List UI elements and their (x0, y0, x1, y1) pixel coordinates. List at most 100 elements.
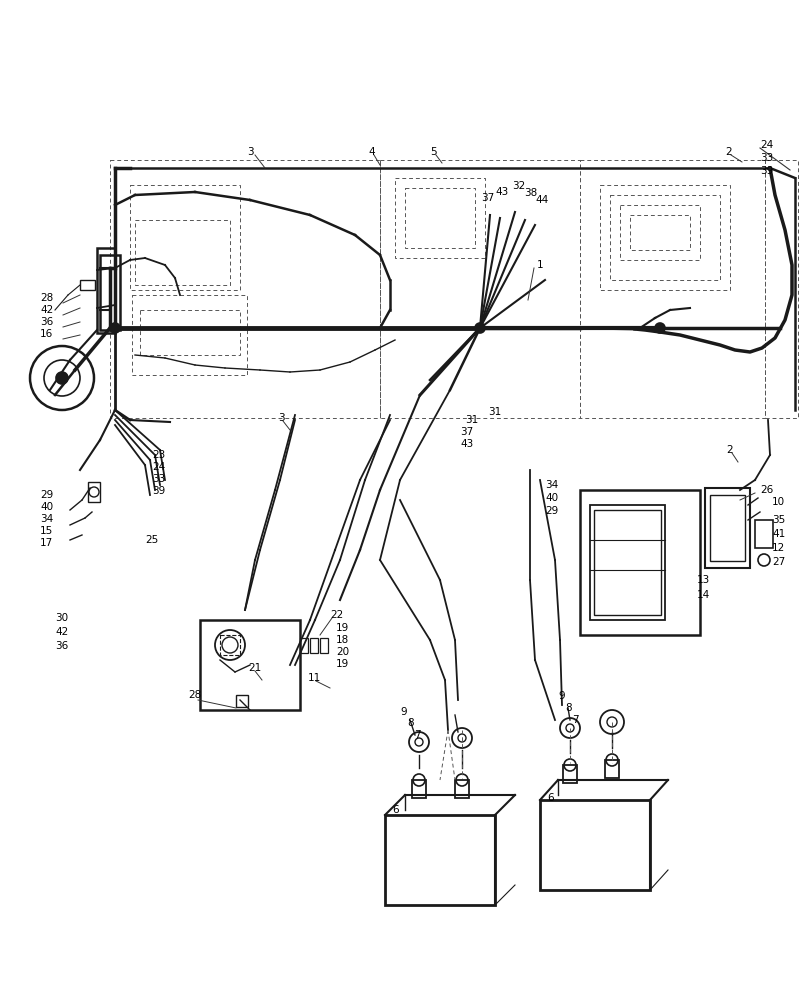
Text: 31: 31 (465, 415, 478, 425)
Bar (764, 160, 797, 418)
Text: 33: 33 (152, 474, 165, 484)
Text: 37: 37 (460, 427, 473, 437)
Bar (620, 205, 699, 260)
Text: 25: 25 (145, 535, 158, 545)
Text: 39: 39 (759, 166, 772, 176)
Text: 33: 33 (759, 153, 772, 163)
Bar (594, 510, 660, 615)
Bar (384, 815, 495, 905)
Text: 2: 2 (725, 445, 732, 455)
Bar (88, 482, 100, 502)
Bar (97, 248, 115, 333)
Text: 34: 34 (40, 514, 54, 524)
Bar (562, 765, 577, 783)
Bar (704, 488, 749, 568)
Text: 2: 2 (724, 147, 731, 157)
Text: 19: 19 (336, 623, 349, 633)
Text: 34: 34 (544, 480, 558, 490)
Text: 5: 5 (430, 147, 436, 157)
Text: 3: 3 (247, 147, 253, 157)
Text: 36: 36 (40, 317, 54, 327)
Text: 40: 40 (40, 502, 53, 512)
Text: 3: 3 (277, 413, 285, 423)
Text: 38: 38 (523, 188, 537, 198)
Text: 29: 29 (544, 506, 558, 516)
Text: 31: 31 (487, 407, 500, 417)
Bar (109, 160, 380, 418)
Text: 41: 41 (771, 529, 784, 539)
Text: 1: 1 (536, 260, 543, 270)
Bar (135, 220, 230, 285)
Text: 26: 26 (759, 485, 772, 495)
Text: 13: 13 (696, 575, 710, 585)
Text: 44: 44 (534, 195, 547, 205)
Text: 29: 29 (40, 490, 54, 500)
Text: 28: 28 (188, 690, 201, 700)
Bar (405, 188, 474, 248)
Text: 43: 43 (460, 439, 473, 449)
Text: 27: 27 (771, 557, 784, 567)
Circle shape (109, 323, 120, 333)
Circle shape (474, 323, 484, 333)
Text: 23: 23 (152, 450, 165, 460)
Bar (754, 520, 772, 548)
Text: 7: 7 (571, 715, 578, 725)
Bar (132, 295, 247, 375)
Circle shape (654, 323, 664, 333)
Bar (709, 495, 744, 561)
Text: 11: 11 (307, 673, 321, 683)
Bar (590, 505, 664, 620)
Text: 9: 9 (557, 691, 564, 701)
Bar (599, 185, 729, 290)
Bar (394, 178, 484, 258)
Text: 21: 21 (247, 663, 261, 673)
Bar (200, 620, 299, 710)
Bar (130, 185, 240, 290)
Bar (139, 310, 240, 355)
Text: 14: 14 (696, 590, 710, 600)
Bar (236, 695, 247, 707)
Text: 18: 18 (336, 635, 349, 645)
Bar (80, 280, 95, 290)
Bar (629, 215, 689, 250)
Text: 8: 8 (564, 703, 571, 713)
Bar (539, 800, 649, 890)
Text: 4: 4 (367, 147, 374, 157)
Text: 37: 37 (480, 193, 494, 203)
Bar (579, 490, 699, 635)
Text: 28: 28 (40, 293, 54, 303)
Text: 6: 6 (547, 793, 553, 803)
Bar (604, 760, 618, 778)
Text: 24: 24 (759, 140, 772, 150)
Bar (454, 780, 469, 798)
Bar (320, 638, 328, 653)
Bar (100, 255, 120, 330)
Text: 40: 40 (544, 493, 557, 503)
Text: 7: 7 (414, 730, 420, 740)
Text: 22: 22 (329, 610, 343, 620)
Text: 8: 8 (406, 718, 413, 728)
Text: 20: 20 (336, 647, 349, 657)
Bar (310, 638, 318, 653)
Bar (380, 160, 579, 418)
Text: 10: 10 (771, 497, 784, 507)
Text: 24: 24 (152, 462, 165, 472)
Bar (220, 635, 240, 655)
Text: 16: 16 (40, 329, 54, 339)
Text: 35: 35 (771, 515, 784, 525)
Text: 15: 15 (40, 526, 54, 536)
Circle shape (56, 372, 68, 384)
Bar (609, 195, 719, 280)
Text: 32: 32 (512, 181, 525, 191)
Text: 30: 30 (55, 613, 68, 623)
Text: 36: 36 (55, 641, 68, 651)
Bar (579, 160, 764, 418)
Text: 9: 9 (400, 707, 406, 717)
Text: 43: 43 (495, 187, 508, 197)
Text: 19: 19 (336, 659, 349, 669)
Text: 42: 42 (55, 627, 68, 637)
Text: 42: 42 (40, 305, 54, 315)
Text: 6: 6 (392, 805, 398, 815)
Text: 17: 17 (40, 538, 54, 548)
Text: 39: 39 (152, 486, 165, 496)
